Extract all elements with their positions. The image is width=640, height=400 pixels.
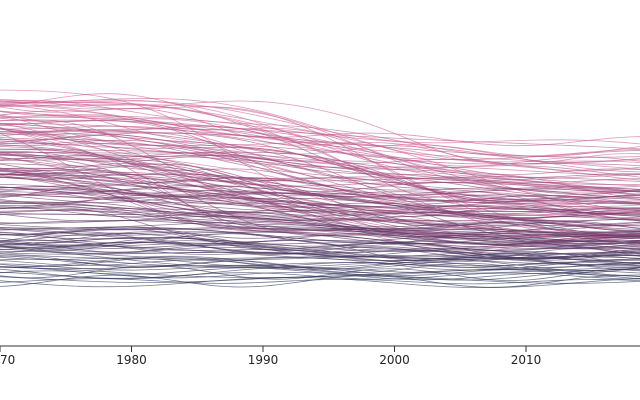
series-line: [0, 151, 640, 209]
series-line: [0, 171, 640, 196]
x-tick-label: 2010: [511, 353, 542, 367]
series-line: [0, 110, 640, 198]
series-line: [0, 93, 640, 167]
series-line: [0, 253, 640, 266]
series-line: [0, 241, 640, 259]
series-line: [0, 129, 640, 232]
series-line: [0, 213, 640, 230]
series-line: [0, 276, 640, 289]
series-line: [0, 104, 640, 193]
series-line: [0, 239, 640, 263]
series-line: [0, 258, 640, 269]
x-tick-label: 1980: [116, 353, 147, 367]
series-line: [0, 99, 640, 157]
series-line: [0, 139, 640, 176]
series-line: [0, 275, 640, 284]
series-line: [0, 208, 640, 239]
series-line: [0, 192, 640, 209]
series-line: [0, 274, 640, 288]
series-line: [0, 152, 640, 178]
series-line: [0, 194, 640, 220]
series-line: [0, 242, 640, 260]
series-line: [0, 271, 640, 280]
series-line: [0, 148, 640, 193]
series-line: [0, 100, 640, 181]
series-line: [0, 231, 640, 248]
series-line: [0, 251, 640, 260]
series-line: [0, 131, 640, 167]
series-line: [0, 167, 640, 198]
series-line: [0, 203, 640, 222]
series-line: [0, 188, 640, 217]
series-line: [0, 255, 640, 271]
series-line: [0, 263, 640, 276]
series-line: [0, 110, 640, 203]
series-line: [0, 188, 640, 215]
x-tick-label: 1970: [0, 353, 15, 367]
series-line: [0, 231, 640, 264]
series-line: [0, 157, 640, 205]
series-line: [0, 226, 640, 242]
series-line: [0, 219, 640, 237]
series-line: [0, 206, 640, 234]
series-line: [0, 202, 640, 232]
series-line: [0, 125, 640, 161]
series-line: [0, 119, 640, 237]
series-line: [0, 124, 640, 158]
series-line: [0, 151, 640, 236]
series-line: [0, 264, 640, 274]
series-line: [0, 140, 640, 198]
x-axis: 197019801990200020102020: [0, 345, 640, 367]
series-line: [0, 151, 640, 202]
series-line: [0, 266, 640, 277]
series-line: [0, 176, 640, 199]
series-line: [0, 233, 640, 248]
series-line: [0, 270, 640, 281]
series-line: [0, 248, 640, 269]
series-line: [0, 123, 640, 187]
series-line: [0, 116, 640, 150]
series-line: [0, 170, 640, 231]
series-lines: [0, 89, 640, 289]
series-line: [0, 200, 640, 231]
x-tick-label: 2000: [379, 353, 410, 367]
series-line: [0, 126, 640, 257]
series-line: [0, 173, 640, 205]
series-line: [0, 154, 640, 192]
series-line: [0, 219, 640, 234]
x-tick-label: 1990: [248, 353, 279, 367]
